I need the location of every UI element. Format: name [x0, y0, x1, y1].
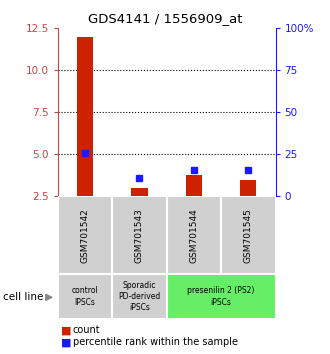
- Bar: [131, 188, 148, 196]
- Text: GSM701543: GSM701543: [135, 208, 144, 263]
- Text: ■: ■: [61, 337, 72, 347]
- Text: ■: ■: [61, 325, 72, 335]
- Bar: [221, 196, 276, 274]
- Bar: [240, 180, 256, 196]
- Text: Sporadic
PD-derived
iPSCs: Sporadic PD-derived iPSCs: [118, 281, 161, 312]
- Bar: [186, 175, 202, 196]
- Text: GSM701544: GSM701544: [189, 208, 198, 263]
- Text: control
IPSCs: control IPSCs: [72, 286, 98, 307]
- Text: percentile rank within the sample: percentile rank within the sample: [73, 337, 238, 347]
- Text: cell line: cell line: [3, 292, 44, 302]
- Text: presenilin 2 (PS2)
iPSCs: presenilin 2 (PS2) iPSCs: [187, 286, 255, 307]
- Bar: [112, 274, 167, 319]
- Bar: [58, 196, 112, 274]
- Bar: [112, 196, 167, 274]
- Text: count: count: [73, 325, 100, 335]
- Text: GSM701545: GSM701545: [244, 208, 253, 263]
- Bar: [58, 274, 112, 319]
- Bar: [167, 274, 276, 319]
- Text: GDS4141 / 1556909_at: GDS4141 / 1556909_at: [88, 12, 242, 25]
- Bar: [77, 37, 93, 196]
- Bar: [167, 196, 221, 274]
- Text: GSM701542: GSM701542: [81, 208, 89, 263]
